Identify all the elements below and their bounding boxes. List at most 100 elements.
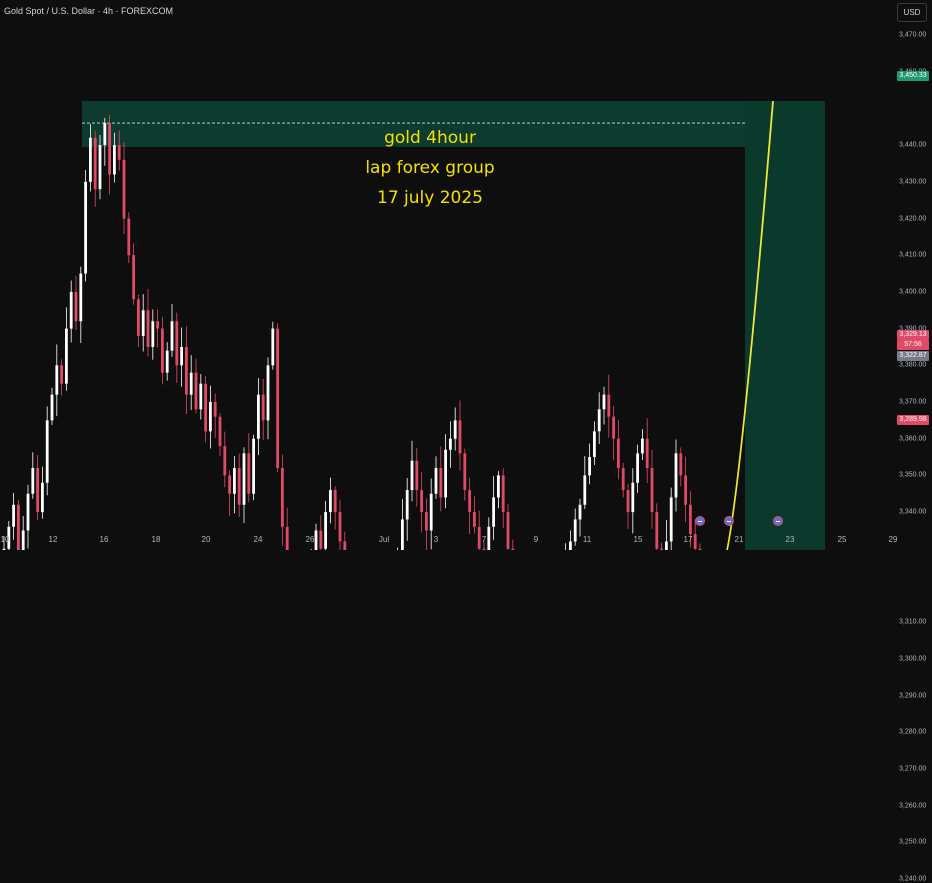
candle (84, 181, 87, 274)
y-tick-label: 3,290.00 (899, 692, 927, 700)
candle (175, 321, 179, 366)
candle (597, 409, 601, 432)
candle (578, 504, 582, 520)
x-tick-label: 16 (99, 535, 109, 544)
x-tick-label: 20 (201, 535, 211, 544)
candle (593, 431, 596, 458)
candle (314, 530, 318, 550)
candle (453, 420, 457, 439)
candle (492, 497, 495, 527)
candle (122, 159, 126, 219)
flag-icon[interactable] (724, 516, 734, 526)
chart-title: Gold Spot / U.S. Dollar · 4h · FOREXCOM (4, 6, 174, 16)
y-tick-label: 3,420.00 (899, 215, 927, 222)
candle (69, 291, 73, 329)
candle (21, 530, 25, 550)
candle (2, 548, 6, 550)
annotation-line-3: 17 july 2025 (377, 188, 483, 208)
flag-icon[interactable] (773, 516, 783, 526)
candle (41, 482, 44, 513)
candle (674, 453, 678, 498)
x-tick-label: 29 (888, 535, 898, 544)
candle (607, 394, 611, 417)
candle (127, 218, 131, 256)
resistance-zone (82, 101, 745, 147)
y-tick-label: 3,250.00 (899, 838, 927, 846)
candle (573, 519, 577, 542)
candle (324, 512, 327, 549)
candle (36, 468, 39, 513)
candle (449, 438, 452, 450)
x-tick-label: 15 (633, 535, 643, 544)
y-tick-label: 3,430.00 (899, 178, 927, 186)
candle (17, 504, 20, 550)
candle (285, 526, 289, 550)
candle (617, 438, 620, 469)
candle (626, 490, 630, 513)
candle (650, 468, 654, 513)
candle (209, 402, 212, 432)
candle (684, 475, 687, 505)
candle (161, 328, 164, 373)
candle (583, 475, 587, 505)
x-tick-label: 25 (837, 535, 847, 544)
candle (252, 438, 255, 494)
flag-icon[interactable] (695, 516, 705, 526)
x-tick-label: 12 (48, 535, 58, 544)
candle (612, 416, 615, 439)
candle (645, 438, 649, 469)
candle (26, 493, 30, 531)
candle (415, 460, 419, 491)
candle (117, 145, 121, 160)
candle (477, 526, 481, 549)
candle (213, 402, 217, 417)
candle (588, 457, 591, 476)
target-zone (745, 101, 825, 550)
candle (343, 541, 347, 550)
currency-button[interactable]: USD (897, 3, 927, 22)
candle (204, 383, 207, 432)
candle (569, 541, 572, 550)
candle (165, 350, 169, 373)
x-tick-label: 7 (481, 535, 487, 544)
candle (79, 273, 83, 322)
candle (242, 453, 246, 505)
candle (511, 548, 515, 550)
candle (271, 328, 275, 366)
entry-price-tag: 3,322.87 (897, 351, 929, 361)
y-tick-label: 3,240.00 (899, 875, 927, 883)
y-tick-label: 3,380.00 (899, 361, 927, 369)
candle (468, 490, 471, 513)
candle (425, 512, 428, 531)
price-chart[interactable] (0, 0, 932, 550)
x-tick-label: 10 (0, 535, 10, 544)
candle (194, 372, 198, 410)
y-tick-label: 3,280.00 (899, 728, 927, 736)
y-tick-label: 3,260.00 (899, 802, 927, 810)
x-tick-label: 26 (305, 535, 315, 544)
candle (257, 394, 260, 439)
candle (98, 145, 102, 190)
candle (636, 453, 639, 483)
candle (233, 468, 236, 494)
x-tick-label: 23 (785, 535, 795, 544)
y-tick-label: 3,310.00 (899, 618, 927, 626)
y-tick-label: 3,390.00 (899, 325, 927, 333)
candle (185, 346, 188, 395)
candle (405, 490, 409, 520)
y-tick-label: 3,300.00 (899, 655, 927, 663)
candle (199, 383, 203, 410)
candle (50, 394, 54, 421)
candle (93, 137, 97, 190)
candle (55, 365, 59, 395)
candle (602, 394, 606, 410)
candle (146, 310, 150, 347)
candle (156, 321, 159, 329)
candle (137, 299, 140, 336)
candle (458, 420, 462, 454)
candle (132, 255, 135, 300)
candle (218, 416, 222, 447)
candle (338, 512, 342, 542)
y-tick-label: 3,470.00 (899, 31, 927, 39)
candle (497, 475, 500, 498)
